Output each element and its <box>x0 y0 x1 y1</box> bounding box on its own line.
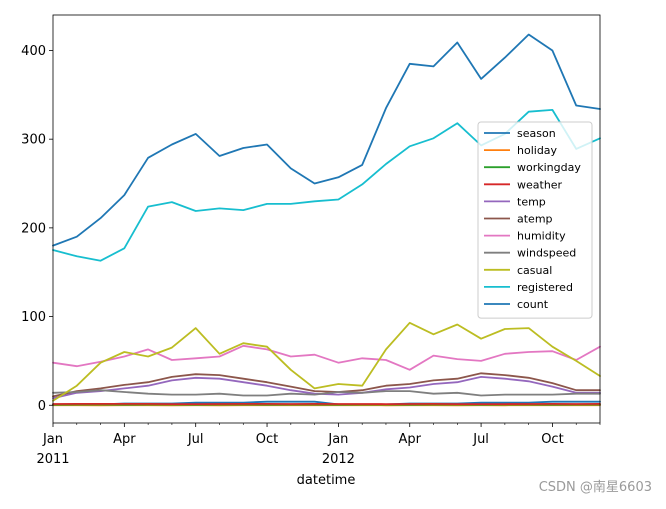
legend-label-weather: weather <box>517 178 563 191</box>
y-tick-label: 100 <box>21 310 46 325</box>
y-tick-label: 200 <box>21 221 46 236</box>
x-tick-label: Jan <box>42 432 63 447</box>
plot-frame <box>52 14 601 424</box>
legend-label-season: season <box>517 127 556 140</box>
x-tick-year-label: 2011 <box>36 452 69 467</box>
y-tick-label: 0 <box>38 399 46 414</box>
legend-label-atemp: atemp <box>517 213 553 226</box>
y-axis: 0 100 200 300 400 <box>21 44 53 414</box>
legend-label-workingday: workingday <box>517 161 581 174</box>
x-tick-label: Oct <box>256 432 278 447</box>
x-tick-label: Apr <box>113 432 136 447</box>
y-tick-label: 300 <box>21 133 46 148</box>
x-tick-label: Jul <box>187 432 204 447</box>
legend: season holiday workingday weather temp atemp h… <box>477 121 593 319</box>
legend-label-holiday: holiday <box>517 144 558 157</box>
y-tick-label: 400 <box>21 44 46 59</box>
x-axis-label: datetime <box>297 473 356 488</box>
x-tick-label: Apr <box>398 432 421 447</box>
legend-label-count: count <box>517 298 549 311</box>
series-line-atemp <box>52 372 601 398</box>
legend-label-temp: temp <box>517 195 546 208</box>
x-tick-label: Jul <box>472 432 489 447</box>
series-line-windspeed <box>52 389 601 397</box>
series-line-humidity <box>52 344 601 371</box>
watermark-text: CSDN @南星6603 <box>538 480 652 495</box>
series-line-count <box>52 33 601 247</box>
series-line-casual <box>52 321 601 402</box>
legend-label-registered: registered <box>517 281 573 294</box>
legend-label-windspeed: windspeed <box>517 247 576 260</box>
legend-label-casual: casual <box>517 264 552 277</box>
x-axis: Jan 2011 Apr Jul Oct Jan 2012 Apr Jul Oct <box>36 423 601 467</box>
x-tick-year-label: 2012 <box>322 452 355 467</box>
legend-label-humidity: humidity <box>517 230 566 243</box>
x-tick-label: Jan <box>327 432 348 447</box>
x-tick-label: Oct <box>541 432 563 447</box>
